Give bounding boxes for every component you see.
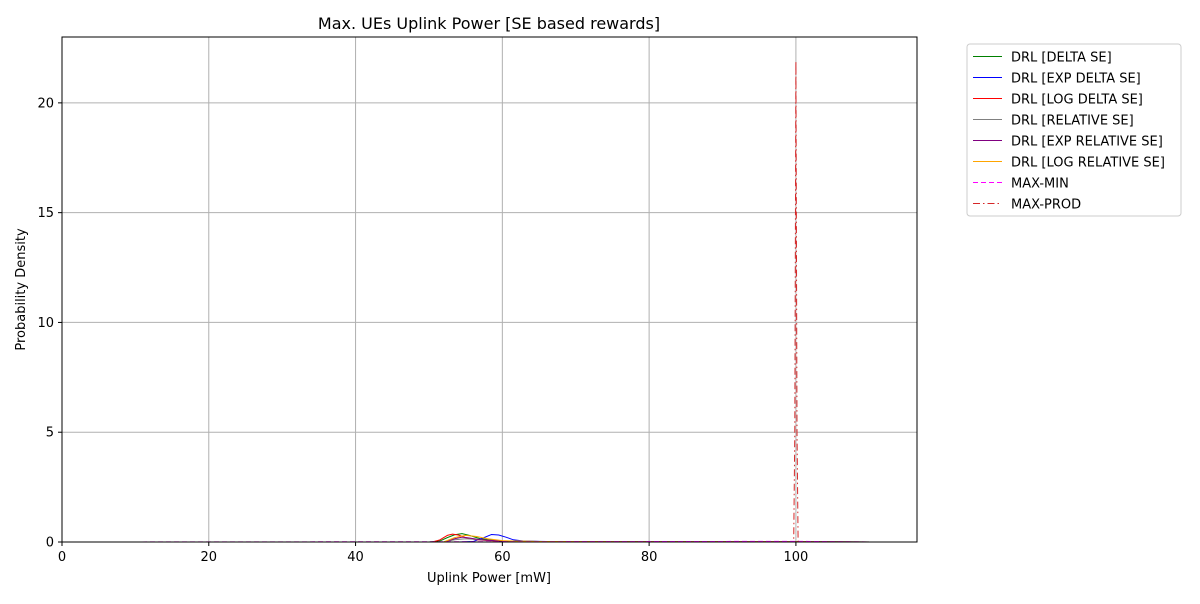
chart-title: Max. UEs Uplink Power [SE based rewards] [318, 14, 660, 33]
legend-label: DRL [EXP DELTA SE] [1011, 72, 1141, 87]
series-line-7 [62, 60, 870, 543]
legend-label: DRL [EXP RELATIVE SE] [1011, 135, 1163, 150]
y-axis-label: Probability Density [14, 228, 29, 351]
legend-label: DRL [DELTA SE] [1011, 51, 1112, 66]
y-tick-label: 10 [37, 316, 54, 331]
axis-ticks: 0 20 40 60 80 100 0 5 10 15 20 [37, 96, 808, 565]
y-tick-label: 15 [37, 206, 54, 221]
plot-area [61, 60, 873, 543]
x-axis-label: Uplink Power [mW] [427, 571, 551, 586]
x-tick-label: 20 [201, 550, 218, 565]
x-tick-label: 80 [641, 550, 658, 565]
legend-label: DRL [RELATIVE SE] [1011, 114, 1134, 129]
x-tick-label: 60 [494, 550, 511, 565]
legend-label: MAX-PROD [1011, 198, 1081, 213]
y-tick-label: 20 [37, 96, 54, 111]
legend-label: DRL [LOG DELTA SE] [1011, 93, 1143, 108]
x-tick-label: 0 [58, 550, 66, 565]
plot-frame [61, 36, 918, 543]
legend-label: MAX-MIN [1011, 177, 1069, 192]
x-tick-label: 40 [347, 550, 364, 565]
y-tick-label: 0 [46, 536, 54, 551]
legend-label: DRL [LOG RELATIVE SE] [1011, 156, 1165, 171]
legend-frame [966, 43, 1182, 217]
legend: DRL [DELTA SE] DRL [EXP DELTA SE] DRL [LOG… [966, 43, 1182, 217]
y-tick-label: 5 [46, 426, 54, 441]
grid [61, 37, 917, 543]
x-tick-label: 100 [783, 550, 808, 565]
